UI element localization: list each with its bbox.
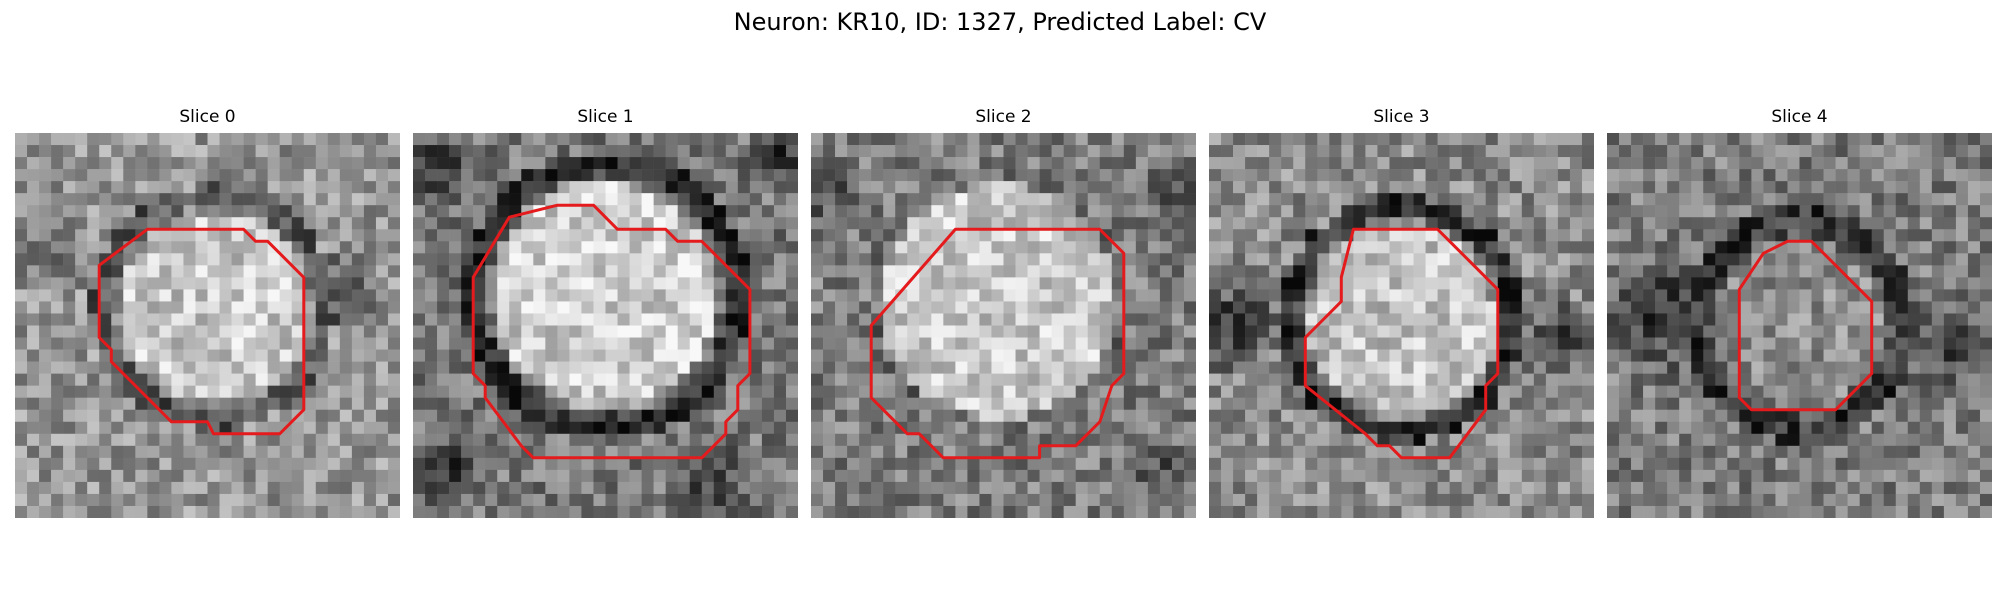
slice-image-1 <box>413 133 798 518</box>
slice-image-0 <box>15 133 400 518</box>
slice-image-4 <box>1607 133 1992 518</box>
slice-title-2: Slice 2 <box>975 107 1032 127</box>
slice-title-1: Slice 1 <box>577 107 634 127</box>
slice-image-2 <box>811 133 1196 518</box>
slice-title-3: Slice 3 <box>1373 107 1430 127</box>
neuron-contour-3 <box>1303 227 1500 460</box>
neuron-contour-2 <box>869 227 1126 460</box>
neuron-contour-4 <box>1737 239 1874 412</box>
slice-title-0: Slice 0 <box>179 107 236 127</box>
figure-title: Neuron: KR10, ID: 1327, Predicted Label:… <box>733 8 1267 36</box>
neuron-contour-1 <box>471 203 752 460</box>
slice-image-3 <box>1209 133 1594 518</box>
slice-title-4: Slice 4 <box>1771 107 1828 127</box>
neuron-contour-0 <box>97 227 306 436</box>
